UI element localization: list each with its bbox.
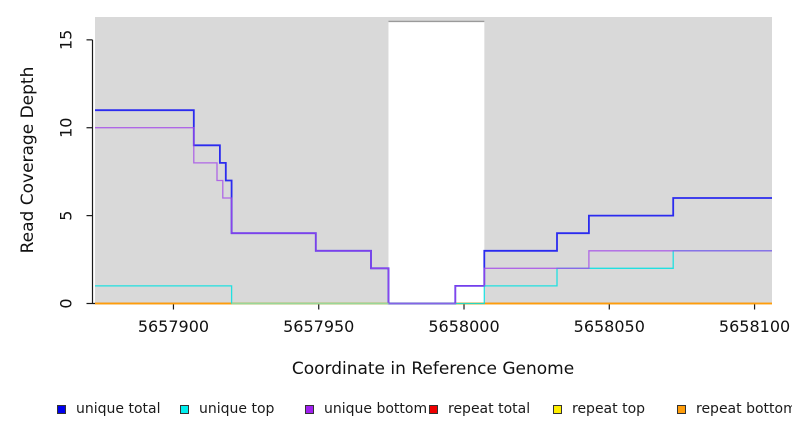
unique-top-swatch bbox=[180, 404, 189, 414]
y-tick-label: 15 bbox=[57, 30, 76, 50]
legend-item-repeat-total: repeat total bbox=[429, 399, 530, 419]
y-tick-label: 10 bbox=[57, 118, 76, 138]
legend-item-unique-total: unique total bbox=[57, 399, 160, 419]
tick-labels: 0 5 10 15 5657900 5657950 5658000 5658050 565810… bbox=[57, 30, 791, 336]
x-tick-label: 5658100 bbox=[719, 317, 790, 336]
legend-item-unique-bottom: unique bottom bbox=[305, 399, 427, 419]
legend-item-repeat-bottom: repeat bottom bbox=[677, 399, 792, 419]
y-axis-label: Read Coverage Depth bbox=[18, 66, 38, 254]
legend-label: unique bottom bbox=[324, 401, 428, 417]
x-tick-label: 5657900 bbox=[138, 317, 209, 336]
x-axis-label: Coordinate in Reference Genome bbox=[291, 359, 575, 379]
legend-label: unique total bbox=[76, 401, 161, 417]
legend-item-unique-top: unique top bbox=[180, 399, 274, 419]
repeat-top-swatch bbox=[553, 404, 562, 414]
legend-label: repeat total bbox=[448, 401, 531, 417]
legend-label: repeat top bbox=[572, 401, 646, 417]
legend: unique total unique top unique bottom repea… bbox=[0, 399, 792, 419]
x-tick-label: 5658000 bbox=[428, 317, 499, 336]
series-unique-top bbox=[95, 250, 772, 305]
legend-item-repeat-top: repeat top bbox=[553, 399, 645, 419]
gap-region bbox=[388, 21, 485, 304]
y-tick-label: 0 bbox=[57, 298, 76, 308]
x-tick-label: 5658050 bbox=[574, 317, 645, 336]
legend-label: unique top bbox=[199, 401, 275, 417]
repeat-bottom-swatch bbox=[677, 404, 686, 414]
y-tick-label: 5 bbox=[57, 211, 76, 221]
unique-total-swatch bbox=[57, 404, 66, 414]
x-tick-label: 5657950 bbox=[283, 317, 354, 336]
repeat-total-swatch bbox=[429, 404, 438, 414]
legend-label: repeat bottom bbox=[696, 401, 792, 417]
series-unique-bottom bbox=[95, 127, 772, 305]
unique-bottom-swatch bbox=[305, 404, 314, 414]
